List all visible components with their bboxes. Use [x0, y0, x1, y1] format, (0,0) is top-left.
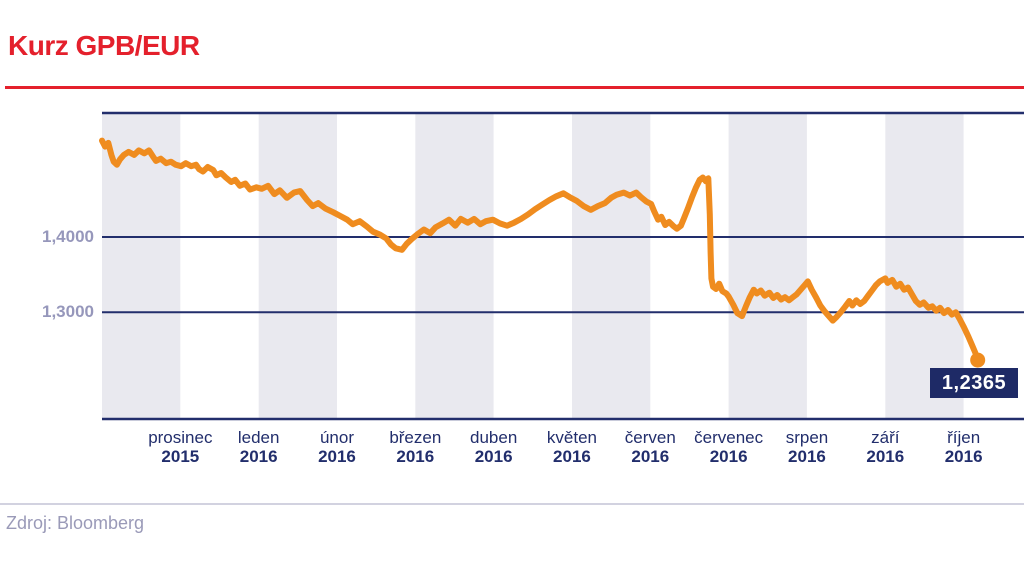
month-name: září: [871, 428, 900, 447]
month-band: [258, 113, 337, 419]
month-year: 2015: [161, 447, 200, 466]
x-axis-label-3: únor 2016: [282, 428, 392, 466]
x-axis-label-11: říjen 2016: [909, 428, 1019, 466]
y-axis-tick-label: 1,3000: [42, 302, 94, 322]
month-year: 2016: [474, 447, 513, 466]
source-text: Zdroj: Bloomberg: [6, 513, 145, 533]
month-name: červen: [624, 428, 676, 447]
x-axis-label-1: prosinec 2015: [125, 428, 235, 466]
month-name: duben: [470, 428, 518, 447]
month-year: 2016: [553, 447, 591, 466]
month-name: květen: [546, 428, 598, 447]
price-line: [99, 137, 981, 364]
month-year: 2016: [866, 447, 905, 466]
x-axis-label-10: září 2016: [830, 428, 940, 466]
month-band: [728, 113, 807, 419]
price-end-dot: [970, 352, 986, 368]
month-name: prosinec: [148, 428, 213, 447]
month-year: 2016: [396, 447, 435, 466]
month-year: 2016: [631, 447, 670, 466]
month-band: [415, 113, 494, 419]
month-year: 2016: [788, 447, 826, 466]
x-axis-label-9: srpen 2016: [752, 428, 862, 466]
x-axis-label-8: červenec 2016: [674, 428, 784, 466]
current-value-badge: 1,2365: [930, 368, 1018, 398]
x-axis-label-5: duben 2016: [439, 428, 549, 466]
month-name: únor: [319, 428, 354, 447]
x-axis-label-7: červen 2016: [595, 428, 705, 466]
month-year: 2016: [239, 447, 278, 466]
x-axis-label-6: květen 2016: [517, 428, 627, 466]
title-underline: [5, 86, 1024, 89]
y-axis-tick-label: 1,4000: [42, 227, 94, 246]
month-name: březen: [389, 428, 442, 447]
month-name: srpen: [785, 428, 829, 447]
month-band: [572, 113, 651, 419]
source-separator: [0, 503, 1024, 505]
page-title: Kurz GPB/EUR: [8, 30, 200, 61]
month-year: 2016: [709, 447, 748, 466]
month-name: červenec: [694, 428, 764, 447]
x-axis-label-4: březen 2016: [360, 428, 470, 466]
month-year: 2016: [944, 447, 983, 466]
month-name: říjen: [947, 428, 981, 447]
x-axis-label-2: leden 2016: [204, 428, 314, 466]
month-name: leden: [237, 428, 280, 447]
month-year: 2016: [318, 447, 356, 466]
